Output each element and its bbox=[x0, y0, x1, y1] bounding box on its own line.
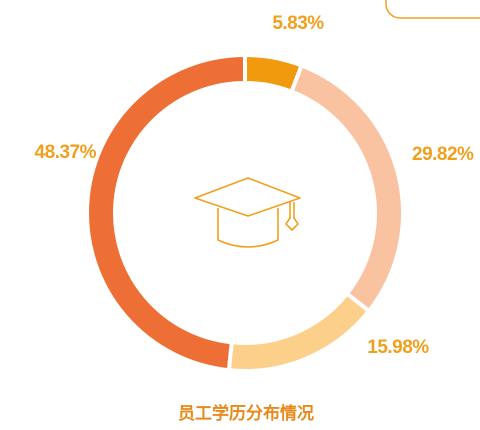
value-label: 5.83% bbox=[272, 13, 324, 34]
value-label: 15.98% bbox=[367, 337, 429, 358]
corner-frame bbox=[385, 0, 480, 19]
donut-segment bbox=[85, 52, 247, 373]
graduation-icon bbox=[194, 177, 301, 248]
donut-segment bbox=[226, 290, 372, 373]
donut bbox=[85, 52, 405, 373]
value-label: 48.37% bbox=[35, 142, 97, 163]
donut-segment bbox=[288, 62, 405, 314]
chart-title: 员工学历分布情况 bbox=[178, 403, 314, 424]
value-label: 29.82% bbox=[412, 144, 474, 165]
